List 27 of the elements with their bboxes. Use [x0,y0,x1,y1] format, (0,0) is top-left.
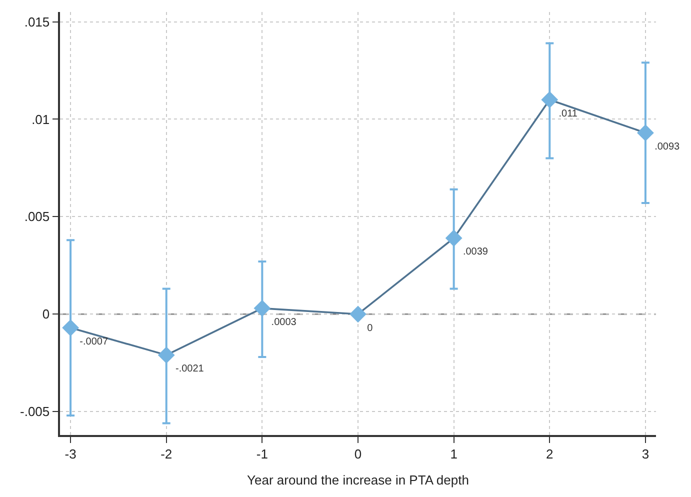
y-tick-label: -.005 [20,404,50,420]
x-axis-title: Year around the increase in PTA depth [247,472,469,488]
y-tick-label: .005 [24,209,50,224]
data-label: .0003 [271,316,297,328]
x-tick-label: 0 [354,446,362,462]
data-label: .011 [558,108,578,120]
x-tick-label: 1 [450,446,458,462]
point [637,124,654,142]
point [254,300,271,317]
point [158,346,175,364]
point [350,306,366,323]
x-tick-label: -1 [256,446,268,462]
x-tick-label: -3 [64,446,76,462]
x-tick-label: 2 [546,446,554,462]
x-tick-label: 3 [642,446,650,462]
y-tick-label: .01 [32,112,50,127]
data-label: .0039 [462,246,488,258]
data-label: -.0021 [175,364,204,375]
y-tick-label: .015 [24,14,50,30]
point [62,319,79,336]
data-label: .0093 [654,141,680,152]
y-tick-label: 0 [42,306,50,322]
x-tick-label: -2 [160,446,172,462]
point [445,230,462,247]
data-label: 0 [367,322,374,334]
data-label: -.0007 [80,336,108,348]
point [541,91,558,108]
